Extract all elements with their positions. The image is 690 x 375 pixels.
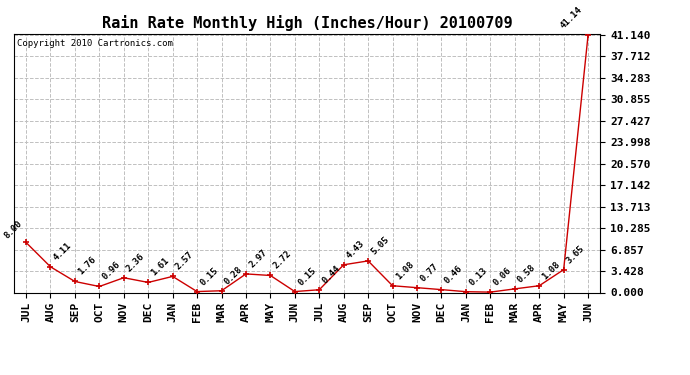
Text: 3.65: 3.65 — [565, 243, 586, 265]
Text: 1.08: 1.08 — [394, 260, 415, 281]
Text: 41.14: 41.14 — [559, 5, 584, 30]
Text: 5.05: 5.05 — [369, 235, 391, 256]
Text: 0.15: 0.15 — [296, 266, 317, 287]
Text: 0.06: 0.06 — [491, 266, 513, 288]
Text: 8.00: 8.00 — [2, 219, 23, 240]
Text: 0.58: 0.58 — [516, 262, 538, 284]
Title: Rain Rate Monthly High (Inches/Hour) 20100709: Rain Rate Monthly High (Inches/Hour) 201… — [101, 15, 513, 31]
Text: 0.44: 0.44 — [320, 264, 342, 285]
Text: 1.08: 1.08 — [540, 260, 562, 281]
Text: 1.76: 1.76 — [76, 255, 98, 277]
Text: 2.57: 2.57 — [174, 250, 195, 272]
Text: 2.72: 2.72 — [272, 249, 293, 271]
Text: 2.36: 2.36 — [125, 252, 146, 273]
Text: 4.11: 4.11 — [52, 241, 73, 262]
Text: 0.46: 0.46 — [443, 263, 464, 285]
Text: Copyright 2010 Cartronics.com: Copyright 2010 Cartronics.com — [17, 39, 172, 48]
Text: 2.97: 2.97 — [247, 248, 268, 269]
Text: 0.28: 0.28 — [223, 264, 244, 286]
Text: 0.96: 0.96 — [101, 260, 122, 282]
Text: 1.61: 1.61 — [150, 256, 171, 278]
Text: 0.15: 0.15 — [198, 266, 220, 287]
Text: 4.43: 4.43 — [345, 238, 366, 260]
Text: 0.13: 0.13 — [467, 266, 489, 287]
Text: 0.77: 0.77 — [418, 261, 440, 283]
